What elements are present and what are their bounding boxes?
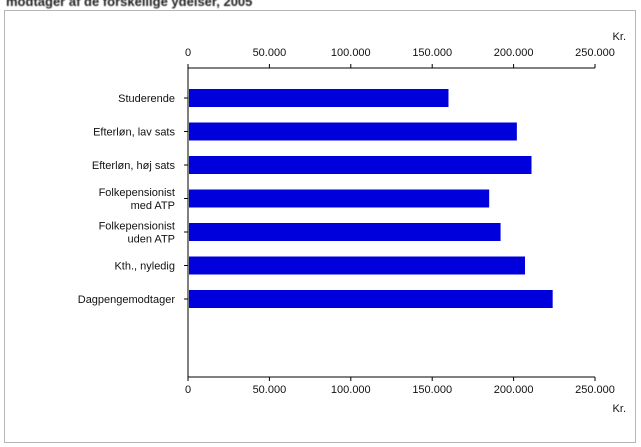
category-label: Folkepensionist — [99, 187, 175, 199]
bottom-tick-label: 250.000 — [575, 384, 615, 396]
bar — [189, 256, 525, 275]
chart-frame — [4, 10, 636, 443]
top-tick-label: 150.000 — [412, 47, 452, 59]
bottom-tick-label: 100.000 — [331, 384, 371, 396]
category-label: Efterløn, lav sats — [93, 127, 175, 139]
top-tick-label: 0 — [185, 47, 191, 59]
category-label: Dagpengemodtager — [78, 294, 176, 306]
category-label: uden ATP — [128, 234, 176, 246]
bottom-tick-label: 150.000 — [412, 384, 452, 396]
category-label: med ATP — [131, 200, 175, 212]
bar — [189, 290, 553, 308]
top-unit-label: Kr. — [613, 31, 626, 43]
category-label: Efterløn, høj sats — [92, 160, 176, 172]
top-tick-label: 50.000 — [253, 47, 287, 59]
category-label: Kth., nyledig — [114, 261, 175, 273]
bottom-tick-label: 50.000 — [253, 384, 287, 396]
category-label: Studerende — [118, 93, 175, 105]
chart-title: modtager af de forskellige ydelser, 2005 — [6, 0, 253, 9]
bottom-tick-label: 0 — [185, 384, 191, 396]
top-tick-label: 200.000 — [494, 47, 534, 59]
bottom-tick-label: 200.000 — [494, 384, 534, 396]
bar — [189, 89, 449, 107]
top-tick-label: 250.000 — [575, 47, 615, 59]
bar — [189, 189, 490, 208]
bar — [189, 156, 532, 174]
top-tick-label: 100.000 — [331, 47, 371, 59]
bar — [189, 223, 501, 241]
bottom-unit-label: Kr. — [613, 403, 626, 415]
bar — [189, 122, 517, 141]
category-label: Folkepensionist — [99, 221, 175, 233]
